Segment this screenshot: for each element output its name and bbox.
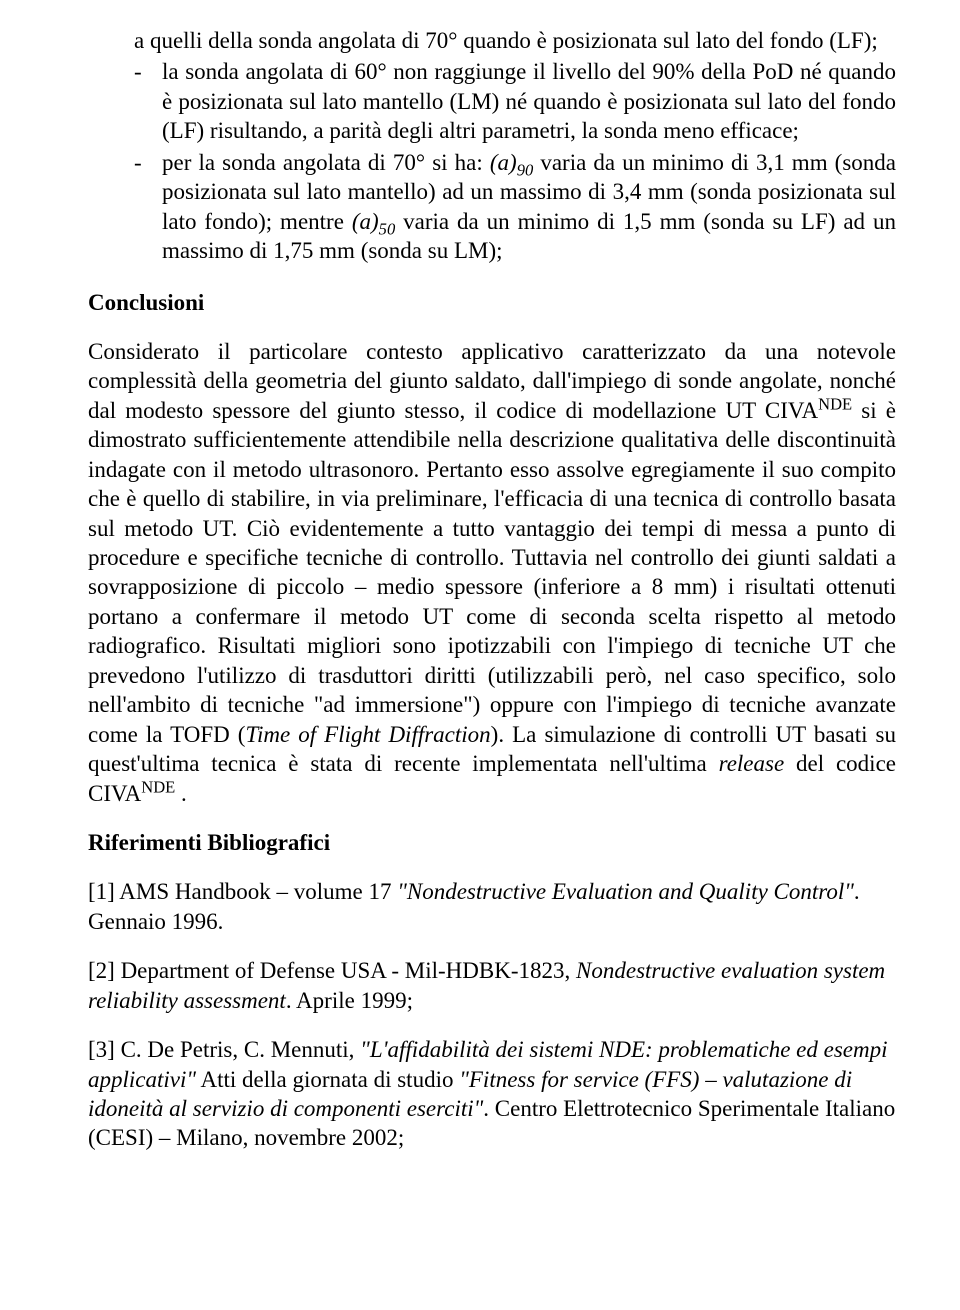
ref-text: . Aprile 1999;: [286, 988, 413, 1013]
superscript-nde: NDE: [818, 394, 852, 413]
italic-release: release: [719, 751, 785, 776]
ref-text: Atti della giornata di studio: [196, 1067, 459, 1092]
superscript-nde: NDE: [141, 777, 175, 796]
conclusioni-paragraph: Considerato il particolare contesto appl…: [88, 337, 896, 808]
subscript-50: 50: [379, 219, 396, 238]
ref-text: [1] AMS Handbook – volume 17: [88, 879, 397, 904]
bullet-item-2: la sonda angolata di 60° non raggiunge i…: [134, 57, 896, 145]
section-title-riferimenti: Riferimenti Bibliografici: [88, 828, 896, 857]
subscript-90: 90: [517, 160, 534, 179]
ref-text: [3] C. De Petris, C. Mennuti,: [88, 1037, 360, 1062]
bullet-text: per la sonda angolata di 70° si ha:: [162, 150, 490, 175]
bullet-item-3: per la sonda angolata di 70° si ha: (a)9…: [134, 148, 896, 266]
reference-1: [1] AMS Handbook – volume 17 "Nondestruc…: [88, 877, 896, 936]
bullet-item-1: a quelli della sonda angolata di 70° qua…: [134, 26, 896, 55]
bullet-text: a quelli della sonda angolata di 70° qua…: [134, 28, 878, 53]
ref-text: [2] Department of Defense USA - Mil-HDBK…: [88, 958, 576, 983]
ref-italic: "Nondestructive Evaluation and Quality C…: [397, 879, 854, 904]
bullet-list: a quelli della sonda angolata di 70° qua…: [88, 26, 896, 266]
symbol-a90: (a): [490, 150, 517, 175]
symbol-a50: (a): [352, 209, 379, 234]
body-text: si è dimostrato sufficientemente attendi…: [88, 398, 896, 747]
reference-3: [3] C. De Petris, C. Mennuti, "L'affidab…: [88, 1035, 896, 1153]
italic-tofd: Time of Flight Diffraction: [245, 722, 490, 747]
body-text: Considerato il particolare contesto appl…: [88, 339, 896, 423]
document-page: a quelli della sonda angolata di 70° qua…: [0, 0, 960, 1310]
body-text: .: [175, 781, 187, 806]
reference-2: [2] Department of Defense USA - Mil-HDBK…: [88, 956, 896, 1015]
section-title-conclusioni: Conclusioni: [88, 288, 896, 317]
bullet-text: la sonda angolata di 60° non raggiunge i…: [162, 59, 896, 143]
